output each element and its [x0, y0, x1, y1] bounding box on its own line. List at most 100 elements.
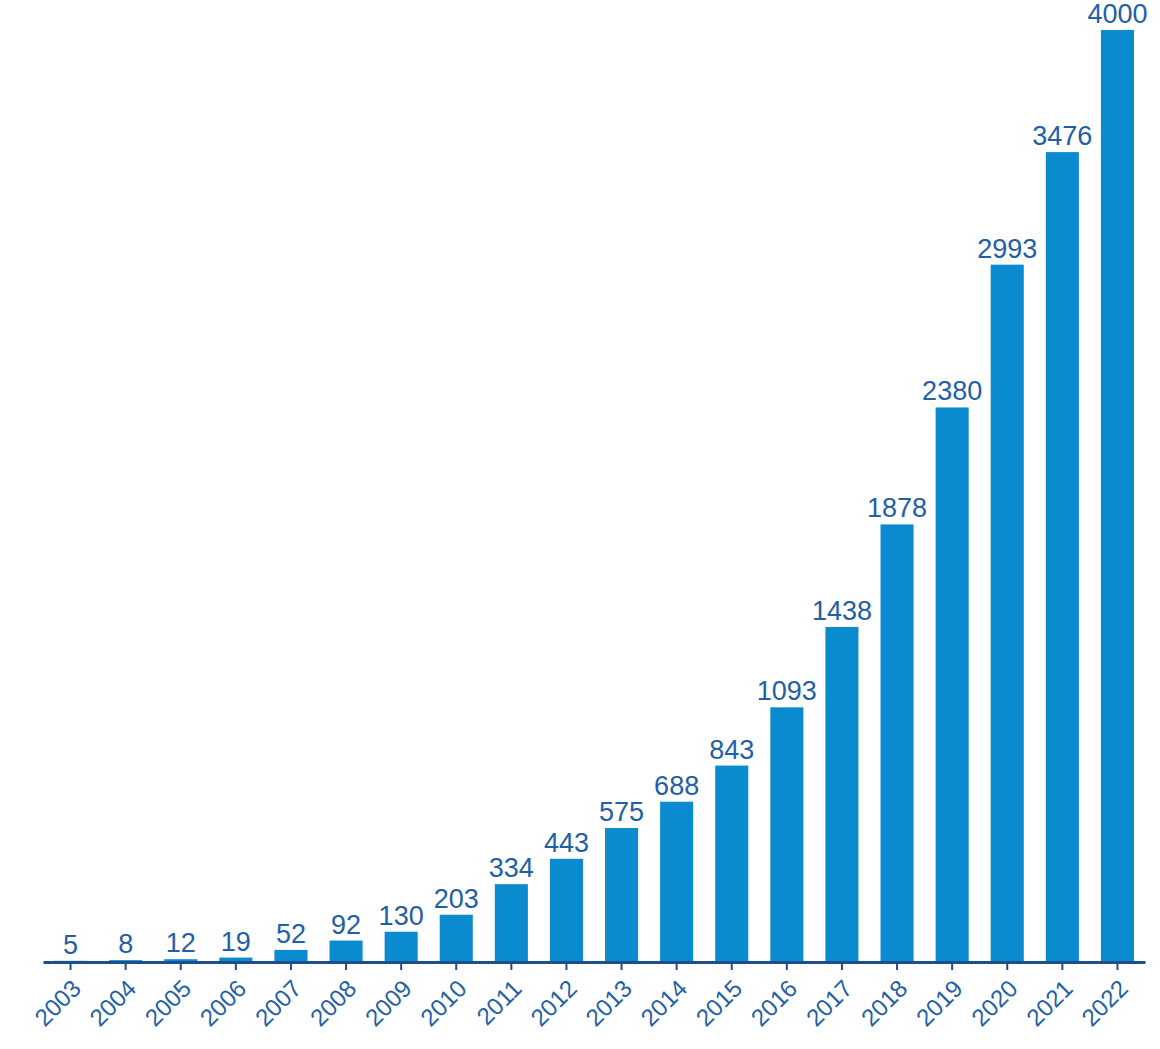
tick-mark: [70, 962, 72, 970]
tick-mark: [676, 962, 678, 970]
tick-label: 2010: [415, 974, 472, 1031]
tick: 2012: [525, 962, 582, 1031]
tick: 2008: [305, 962, 362, 1031]
x-axis: 2003200420052006200720082009201020112012…: [29, 962, 1145, 1031]
tick-label: 2018: [856, 974, 913, 1031]
tick: 2013: [580, 962, 637, 1031]
data-label: 443: [544, 828, 589, 858]
bar: [660, 802, 693, 962]
tick-mark: [951, 962, 953, 970]
tick-label: 2013: [580, 974, 637, 1031]
bar: [936, 407, 969, 962]
data-label: 334: [489, 853, 534, 883]
bar: [881, 524, 914, 962]
tick: 2003: [29, 962, 86, 1031]
bar: [1046, 152, 1079, 962]
data-label: 52: [276, 919, 306, 949]
bar: [274, 950, 307, 962]
tick-label: 2022: [1076, 974, 1133, 1031]
tick: 2021: [1021, 962, 1078, 1031]
tick-mark: [455, 962, 457, 970]
tick-mark: [290, 962, 292, 970]
tick-mark: [731, 962, 733, 970]
tick-mark: [1061, 962, 1063, 970]
bar: [825, 627, 858, 962]
tick-label: 2017: [801, 974, 858, 1031]
tick: 2020: [966, 962, 1023, 1031]
tick: 2004: [84, 962, 141, 1031]
tick: 2010: [415, 962, 472, 1031]
bar: [495, 884, 528, 962]
tick-label: 2021: [1021, 974, 1078, 1031]
data-label: 1878: [867, 493, 927, 523]
tick: 2017: [801, 962, 858, 1031]
tick-mark: [1006, 962, 1008, 970]
tick-label: 2008: [305, 974, 362, 1031]
bar: [770, 707, 803, 962]
tick-label: 2019: [911, 974, 968, 1031]
tick-mark: [1116, 962, 1118, 970]
bar: [1101, 30, 1134, 962]
bar: [715, 766, 748, 962]
data-label: 2380: [922, 376, 982, 406]
tick-label: 2005: [139, 974, 196, 1031]
data-label: 1093: [757, 676, 817, 706]
bar: [550, 859, 583, 962]
tick-label: 2012: [525, 974, 582, 1031]
data-label: 5: [63, 930, 78, 960]
tick-label: 2011: [471, 974, 527, 1030]
data-label: 8: [118, 929, 133, 959]
data-label: 203: [434, 884, 479, 914]
data-label: 2993: [977, 234, 1037, 264]
bar: [330, 941, 363, 962]
data-label: 92: [331, 910, 361, 940]
data-label: 1438: [812, 596, 872, 626]
bar: [440, 915, 473, 962]
chart: 2003200420052006200720082009201020112012…: [0, 0, 1160, 1049]
tick: 2014: [635, 962, 692, 1031]
tick-label: 2003: [29, 974, 86, 1031]
tick-mark: [621, 962, 623, 970]
data-label: 19: [221, 927, 251, 957]
tick-label: 2004: [84, 974, 141, 1031]
tick: 2015: [690, 962, 747, 1031]
bar: [605, 828, 638, 962]
tick-mark: [896, 962, 898, 970]
tick-mark: [786, 962, 788, 970]
tick: 2006: [194, 962, 251, 1031]
tick: 2022: [1076, 962, 1133, 1031]
tick-label: 2014: [635, 974, 692, 1031]
data-label: 575: [599, 797, 644, 827]
data-label: 4000: [1087, 0, 1147, 29]
tick-mark: [345, 962, 347, 970]
tick-mark: [510, 962, 512, 970]
tick-mark: [125, 962, 127, 970]
tick: 2018: [856, 962, 913, 1031]
axis-line: [44, 961, 1146, 964]
tick-mark: [400, 962, 402, 970]
tick: 2011: [471, 962, 527, 1030]
tick: 2005: [139, 962, 196, 1031]
tick: 2009: [360, 962, 417, 1031]
data-label: 3476: [1032, 121, 1092, 151]
tick-label: 2006: [194, 974, 251, 1031]
tick: 2019: [911, 962, 968, 1031]
data-label: 12: [166, 928, 196, 958]
tick: 2016: [745, 962, 802, 1031]
tick-mark: [180, 962, 182, 970]
tick-label: 2009: [360, 974, 417, 1031]
data-label: 843: [709, 735, 754, 765]
tick-mark: [235, 962, 237, 970]
tick-mark: [565, 962, 567, 970]
data-labels: 5 8 12 19 52 92 130 203 334 443 575 688 8431093 1438 1…: [63, 0, 1147, 960]
bars: [54, 30, 1134, 962]
tick-label: 2020: [966, 974, 1023, 1031]
tick-label: 2007: [250, 974, 307, 1031]
bar: [991, 265, 1024, 962]
data-label: 688: [654, 771, 699, 801]
tick: 2007: [250, 962, 307, 1031]
tick-mark: [841, 962, 843, 970]
bar: [385, 932, 418, 962]
tick-label: 2015: [690, 974, 747, 1031]
data-label: 130: [379, 901, 424, 931]
